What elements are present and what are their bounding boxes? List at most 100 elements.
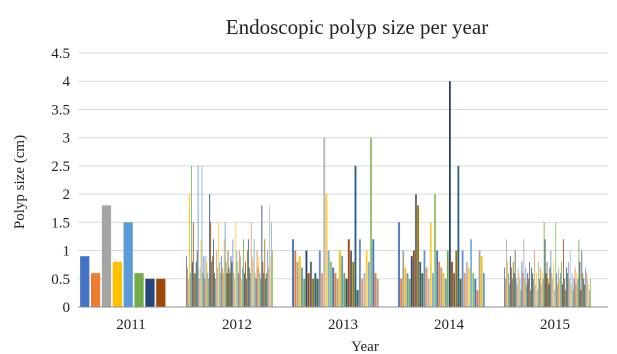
bar bbox=[453, 273, 456, 307]
bar bbox=[258, 256, 260, 307]
bar bbox=[228, 267, 230, 307]
bar bbox=[194, 273, 196, 307]
bar bbox=[210, 222, 212, 307]
bar bbox=[202, 273, 204, 307]
bar bbox=[356, 290, 359, 307]
bar bbox=[224, 222, 226, 307]
bar bbox=[589, 290, 590, 307]
bar bbox=[540, 284, 542, 307]
bar bbox=[318, 250, 321, 307]
bar bbox=[213, 239, 214, 307]
bar bbox=[573, 278, 575, 307]
bar bbox=[253, 239, 255, 307]
bar bbox=[564, 278, 565, 307]
bar bbox=[556, 273, 558, 307]
bar bbox=[292, 239, 295, 307]
bar bbox=[261, 205, 263, 307]
bar bbox=[545, 273, 547, 307]
bar bbox=[584, 284, 586, 307]
bar bbox=[343, 273, 346, 307]
bar bbox=[190, 165, 192, 307]
bar bbox=[442, 273, 445, 307]
bar bbox=[242, 267, 243, 307]
bar bbox=[262, 261, 264, 307]
bar bbox=[459, 278, 462, 307]
bar bbox=[451, 261, 453, 307]
bar bbox=[204, 278, 206, 307]
bar bbox=[534, 250, 535, 307]
bar bbox=[263, 273, 265, 307]
bar bbox=[189, 194, 190, 307]
bar bbox=[255, 278, 257, 307]
bar bbox=[244, 273, 245, 307]
bar bbox=[468, 267, 470, 307]
bar bbox=[233, 273, 235, 307]
bar bbox=[482, 273, 485, 307]
bar bbox=[307, 273, 310, 307]
bar bbox=[268, 267, 270, 307]
bar bbox=[536, 290, 538, 307]
bar bbox=[347, 239, 350, 307]
bar bbox=[590, 278, 591, 307]
bar bbox=[559, 278, 560, 307]
bar bbox=[209, 194, 211, 307]
bar bbox=[504, 267, 505, 307]
bar bbox=[582, 273, 584, 307]
bar bbox=[354, 165, 357, 307]
bar bbox=[571, 273, 573, 307]
bar bbox=[227, 250, 229, 307]
bar bbox=[221, 267, 223, 307]
y-tick-label: 3 bbox=[63, 131, 71, 147]
bar bbox=[560, 273, 561, 307]
bar bbox=[505, 278, 506, 307]
bar bbox=[225, 261, 227, 307]
bar bbox=[511, 278, 513, 307]
x-tick-label: 2011 bbox=[116, 317, 145, 333]
bar bbox=[330, 261, 332, 307]
bar bbox=[527, 273, 529, 307]
bar bbox=[231, 261, 233, 307]
bar bbox=[412, 250, 415, 307]
bar bbox=[565, 267, 567, 307]
bar bbox=[200, 239, 202, 307]
bar bbox=[217, 267, 218, 307]
bar bbox=[427, 278, 430, 307]
bar bbox=[548, 284, 550, 307]
y-tick-label: 3.5 bbox=[51, 102, 70, 118]
bar bbox=[506, 239, 507, 307]
bar bbox=[421, 273, 424, 307]
y-tick-label: 4 bbox=[63, 74, 71, 90]
bar bbox=[510, 267, 512, 307]
x-tick-label: 2013 bbox=[328, 317, 358, 333]
bar bbox=[535, 284, 536, 307]
bar bbox=[434, 194, 436, 307]
bar bbox=[507, 273, 509, 307]
y-axis-label: Polyp size (cm) bbox=[12, 135, 28, 229]
bar bbox=[514, 250, 516, 307]
bar bbox=[539, 267, 541, 307]
bar bbox=[550, 250, 552, 307]
bar bbox=[215, 278, 216, 307]
bar bbox=[226, 273, 228, 307]
bar bbox=[449, 81, 451, 307]
bar bbox=[553, 261, 555, 307]
bar bbox=[410, 256, 413, 307]
bar bbox=[197, 165, 199, 307]
y-tick-label: 2.5 bbox=[51, 159, 70, 175]
bar bbox=[438, 261, 441, 307]
bar bbox=[236, 250, 238, 307]
bar bbox=[561, 261, 562, 307]
bar bbox=[562, 284, 563, 307]
bar bbox=[123, 222, 133, 307]
bar bbox=[217, 222, 219, 307]
bar bbox=[376, 278, 379, 307]
bar bbox=[187, 267, 188, 307]
bar bbox=[206, 261, 208, 307]
bar bbox=[522, 273, 524, 307]
bar bbox=[572, 290, 574, 307]
bar bbox=[429, 222, 432, 307]
bar bbox=[247, 239, 249, 307]
bar bbox=[457, 165, 460, 307]
bar bbox=[272, 250, 273, 307]
bar bbox=[246, 278, 247, 307]
